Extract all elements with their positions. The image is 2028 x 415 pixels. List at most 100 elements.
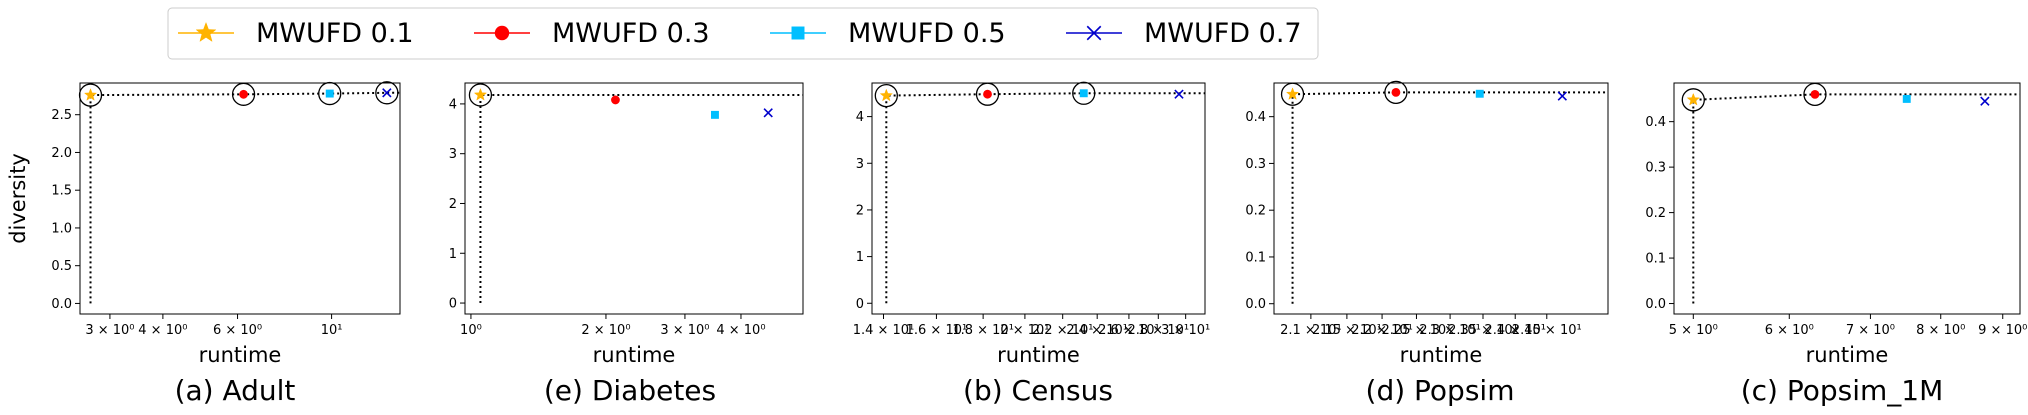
y-tick-label: 0.4 xyxy=(1645,115,1666,130)
legend-marker-circle xyxy=(494,25,510,41)
y-tick-label: 4 xyxy=(449,97,457,112)
legend-label: MWUFD 0.1 xyxy=(256,18,414,49)
x-tick-label: 3 × 10⁰ xyxy=(85,323,134,338)
x-tick-label: 2.25 × 10¹ xyxy=(1382,323,1452,338)
pareto-frontier-line xyxy=(1291,91,1608,304)
data-point-x xyxy=(1557,91,1568,101)
x-tick-label: 6 × 10⁰ xyxy=(213,323,262,338)
data-point-circle xyxy=(1391,87,1401,97)
data-point-circle xyxy=(1810,89,1820,99)
plot-frame xyxy=(464,82,804,315)
panel-caption: (e) Diabetes xyxy=(544,374,716,407)
data-point-x xyxy=(1174,89,1184,99)
data-point-square xyxy=(325,89,334,98)
legend-marker-square xyxy=(791,26,805,40)
y-tick-label: 1 xyxy=(856,250,864,265)
x-tick-label: 7 × 10⁰ xyxy=(1846,323,1895,338)
legend-marker-x xyxy=(1086,25,1102,41)
legend: MWUFD 0.1 MWUFD 0.3 MWUFD 0.5 MWUFD 0.7 xyxy=(167,7,1319,60)
x-tick-label: 2.8 × 10¹ xyxy=(1128,323,1190,338)
x-tick-label: 2.2 × 10¹ xyxy=(1351,323,1413,338)
data-point-square xyxy=(1902,94,1911,103)
chart-panel: 0 1 2 3 4 10⁰ 2 × 10⁰ 3 × 10⁰ 4 × 10⁰ runtime (e) … xyxy=(449,82,804,407)
y-tick-label: 2.0 xyxy=(51,146,72,161)
data-point-circle xyxy=(983,89,992,99)
x-tick-label: 2.3 × 10¹ xyxy=(1419,323,1481,338)
plot-frame xyxy=(871,82,1206,315)
y-tick-label: 0.2 xyxy=(1245,204,1266,219)
pareto-ring xyxy=(375,81,399,105)
y-tick-label: 2 xyxy=(856,203,864,218)
data-point-star xyxy=(1285,87,1300,100)
panel-caption: (d) Popsim xyxy=(1366,374,1515,407)
y-tick-label: 0.0 xyxy=(1245,297,1266,312)
x-tick-label: 8 × 10⁰ xyxy=(1916,323,1965,338)
pareto-ring xyxy=(1072,81,1096,105)
x-tick-label: 2.6 × 10¹ xyxy=(1098,323,1160,338)
x-tick-label: 1.8 × 10¹ xyxy=(952,323,1014,338)
data-point-square xyxy=(710,110,719,119)
y-tick-label: 0.1 xyxy=(1645,252,1666,267)
x-axis-label: runtime xyxy=(199,343,282,367)
legend-label: MWUFD 0.3 xyxy=(552,18,710,49)
y-tick-label: 0.1 xyxy=(1245,250,1266,265)
legend-label: MWUFD 0.7 xyxy=(1144,18,1302,49)
plot-frame xyxy=(79,82,401,315)
panel-caption: (b) Census xyxy=(963,374,1113,407)
legend-item: MWUFD 0.7 xyxy=(1066,18,1302,49)
x-axis-label: runtime xyxy=(997,343,1080,367)
x-tick-label: 4 × 10⁰ xyxy=(138,323,187,338)
data-point-star xyxy=(83,88,98,101)
x-tick-label: 2.1 × 10¹ xyxy=(1280,323,1342,338)
x-tick-label: 1.4 × 10¹ xyxy=(853,323,915,338)
data-point-star xyxy=(473,87,488,101)
y-tick-label: 1.0 xyxy=(51,221,72,236)
pareto-frontier-line xyxy=(89,91,400,304)
x-tick-label: 10⁰ xyxy=(460,323,482,338)
x-tick-label: 2.15 × 10¹ xyxy=(1312,323,1382,338)
pareto-frontier-line xyxy=(885,92,1205,304)
y-tick-label: 0.3 xyxy=(1245,157,1266,172)
y-tick-label: 1 xyxy=(449,247,457,262)
x-tick-label: 2 × 10¹ xyxy=(1000,323,1049,338)
y-tick-label: 2.5 xyxy=(51,108,72,123)
y-tick-label: 0.2 xyxy=(1645,206,1666,221)
x-tick-label: 3 × 10¹ xyxy=(1161,323,1210,338)
y-tick-label: 0.0 xyxy=(51,297,72,312)
data-point-circle xyxy=(239,89,248,99)
data-point-circle xyxy=(611,95,620,105)
data-point-x xyxy=(1980,96,1990,106)
y-tick-label: 4 xyxy=(856,110,864,125)
x-tick-label: 2.4 × 10¹ xyxy=(1484,323,1546,338)
plot-frame xyxy=(1673,82,2021,315)
data-point-star xyxy=(1686,92,1700,106)
plot-frame xyxy=(1273,82,1609,315)
y-tick-label: 3 xyxy=(856,157,864,172)
x-tick-label: 3 × 10⁰ xyxy=(660,323,709,338)
y-tick-label: 0.4 xyxy=(1245,110,1266,125)
legend-item: MWUFD 0.1 xyxy=(178,18,414,49)
chart-panels: 0.0 0.5 1.0 1.5 2.0 2.5 3 × 10⁰ 4 × 10⁰ 6 × 10⁰ 1… xyxy=(6,80,2027,407)
x-axis-label: runtime xyxy=(593,343,676,367)
x-tick-label: 6 × 10⁰ xyxy=(1765,323,1814,338)
chart-panel: 0.0 0.1 0.2 0.3 0.4 5 × 10⁰ 6 × 10⁰ 7 × 10⁰ 8 × … xyxy=(1645,82,2027,407)
data-point-x xyxy=(382,88,392,98)
panel-caption: (c) Popsim_1M xyxy=(1741,374,1944,407)
x-tick-label: 1.6 × 10¹ xyxy=(906,323,968,338)
chart-panel: 0.0 0.5 1.0 1.5 2.0 2.5 3 × 10⁰ 4 × 10⁰ 6 × 10⁰ 1… xyxy=(6,81,401,407)
x-tick-label: 2.45 × 10¹ xyxy=(1512,323,1582,338)
x-tick-label: 2.4 × 10¹ xyxy=(1066,323,1128,338)
y-tick-label: 1.5 xyxy=(51,184,72,199)
legend-marker-star xyxy=(195,21,217,42)
y-tick-label: 0 xyxy=(856,297,864,312)
x-tick-label: 2.35 × 10¹ xyxy=(1448,323,1518,338)
legend-item: MWUFD 0.3 xyxy=(474,18,710,49)
panel-caption: (a) Adult xyxy=(175,374,296,407)
x-tick-label: 9 × 10⁰ xyxy=(1978,323,2027,338)
y-axis-label: diversity xyxy=(6,153,30,244)
legend-label: MWUFD 0.5 xyxy=(848,18,1006,49)
x-tick-label: 10¹ xyxy=(321,323,343,338)
